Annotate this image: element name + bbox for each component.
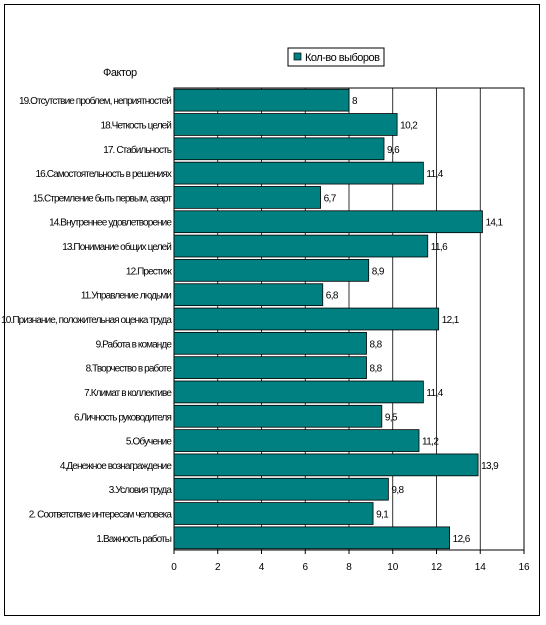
category-label: 9.Работа в команде — [96, 338, 173, 350]
x-axis-ticks: 0 2 4 6 8 10 12 14 16 — [171, 562, 530, 573]
category-label: 14.Внутреннее удовлетворение — [49, 218, 172, 229]
bar — [173, 502, 374, 525]
category-labels: 1.Важность работы 2. Соответствие интерес… — [1, 95, 173, 545]
legend: Кол-во выборов — [287, 47, 385, 67]
bar — [173, 210, 483, 234]
value-label: 9,6 — [387, 145, 400, 156]
x-tick-label: 10 — [387, 562, 399, 573]
category-label: 15.Стремление быть первым, азарт — [33, 192, 173, 204]
category-label: 12.Престиж — [126, 266, 172, 277]
bar — [173, 356, 367, 379]
bar — [173, 88, 350, 112]
x-tick-label: 8 — [346, 562, 352, 573]
bar — [173, 113, 398, 136]
category-label: 1.Важность работы — [96, 533, 171, 545]
category-label: 18.Четкость целей — [100, 120, 171, 131]
value-label: 8,9 — [372, 266, 385, 277]
bar — [173, 259, 370, 282]
bar — [173, 331, 367, 355]
category-label: 17. Стабильность — [103, 144, 171, 156]
bar — [173, 161, 424, 185]
category-label: 3.Условия труда — [109, 485, 173, 496]
value-label: 12,1 — [442, 315, 460, 326]
category-label: 19.Отсутствие проблем, неприятностей — [19, 95, 171, 107]
bar — [173, 283, 324, 307]
value-labels: 12,6 9,1 9,8 13,9 11,2 9,5 11,4 8,8 8,8 12,1 6,8 8,… — [324, 96, 505, 545]
legend-box — [287, 47, 385, 67]
category-label: 11.Управление людьми — [81, 291, 171, 302]
x-tick-label: 0 — [171, 562, 177, 573]
x-tick-label: 14 — [475, 562, 487, 573]
bar — [173, 404, 383, 428]
legend-label: Кол-во выборов — [305, 52, 380, 64]
category-label: 13.Понимание общих целей — [62, 241, 171, 253]
value-label: 8,8 — [370, 364, 383, 375]
chart-title: Фактор — [103, 67, 137, 79]
value-label: 11,6 — [431, 242, 448, 253]
bar — [173, 380, 424, 404]
value-label: 9,1 — [376, 510, 389, 521]
x-tick-label: 4 — [259, 562, 265, 573]
bars — [173, 88, 483, 550]
x-tick-label: 6 — [302, 562, 308, 573]
value-label: 8,8 — [370, 339, 383, 350]
x-tick-label: 16 — [518, 562, 530, 573]
bar — [173, 453, 479, 477]
value-label: 11,2 — [422, 437, 439, 448]
category-label: 2. Соответствие интересам человека — [29, 510, 173, 521]
category-label: 16.Самостоятельность в решениях — [36, 169, 172, 180]
category-label: 6.Личность руководителя — [74, 412, 172, 423]
value-label: 12,6 — [453, 534, 471, 545]
category-label: 8.Творчество в работе — [86, 363, 173, 375]
value-label: 6,7 — [324, 193, 337, 204]
category-label: 7.Климат в коллективе — [84, 388, 172, 399]
bar — [173, 307, 440, 331]
bar — [173, 186, 321, 209]
value-label: 9,8 — [391, 485, 404, 496]
value-label: 14,1 — [485, 218, 503, 229]
legend-swatch — [293, 52, 302, 61]
value-label: 6,8 — [326, 291, 339, 302]
value-label: 9,5 — [385, 412, 398, 423]
value-label: 11,4 — [426, 169, 443, 180]
category-label: 10.Признание, положительная оценка труда — [1, 315, 172, 326]
bar — [173, 526, 451, 550]
value-label: 8 — [352, 96, 358, 107]
bar — [173, 429, 420, 452]
bar — [173, 477, 389, 501]
x-tick-label: 12 — [431, 562, 443, 573]
category-label: 4.Денежное вознаграждение — [60, 461, 172, 472]
bar — [173, 234, 429, 258]
x-tick-label: 2 — [215, 562, 221, 573]
value-label: 11,4 — [426, 388, 443, 399]
bar — [173, 137, 385, 161]
category-label: 5.Обучение — [126, 436, 172, 448]
chart-frame — [4, 4, 540, 616]
value-label: 10,2 — [400, 120, 418, 131]
value-label: 13,9 — [481, 461, 499, 472]
